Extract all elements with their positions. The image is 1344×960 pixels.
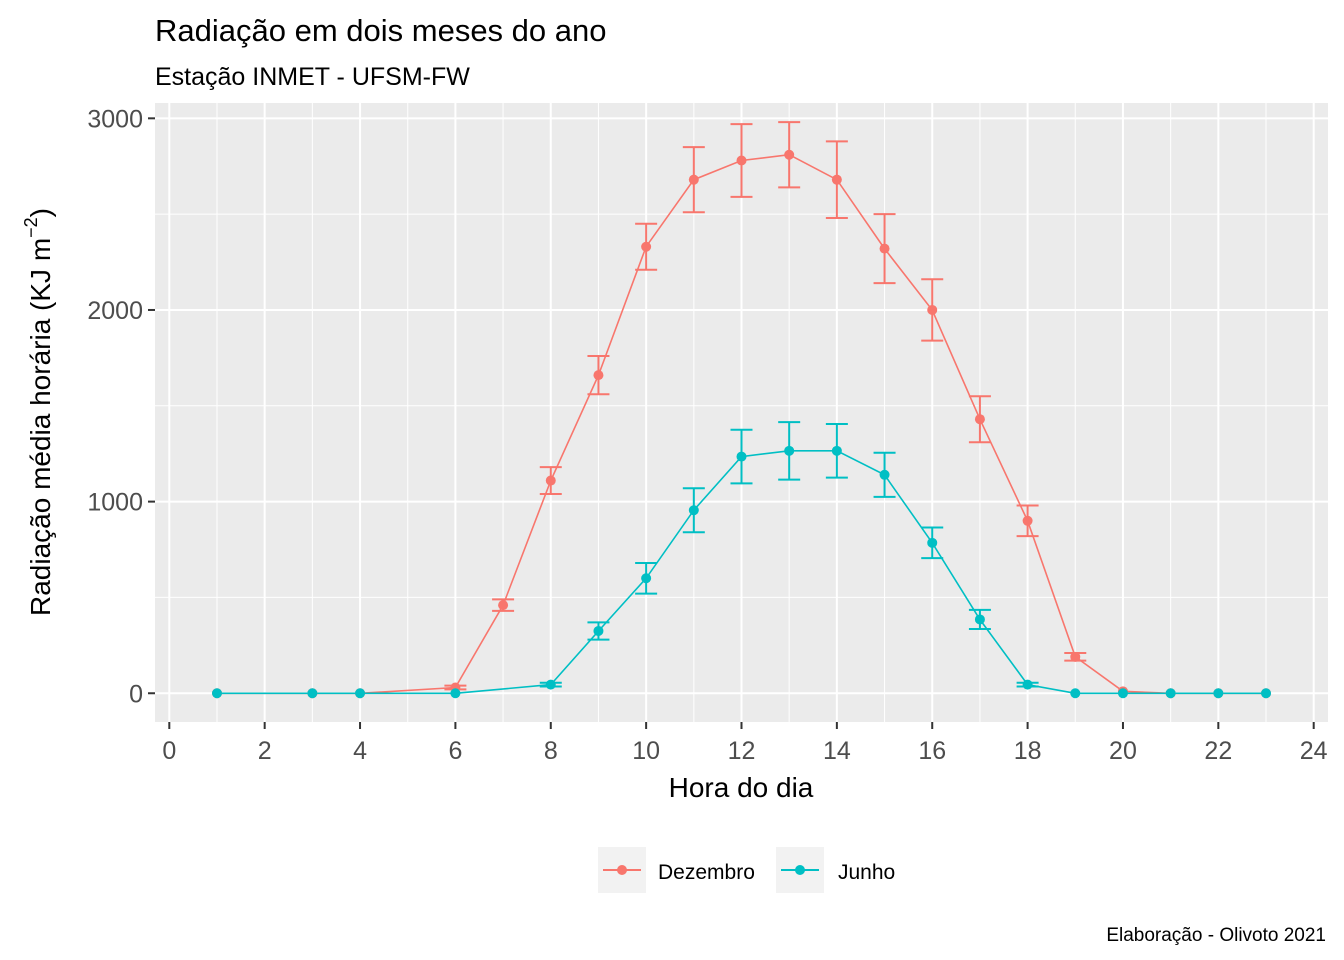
y-axis-ticks: 0 1000 2000 3000 (87, 105, 155, 708)
data-point-junho (1213, 688, 1224, 699)
data-point-dezembro (784, 149, 795, 160)
data-point-junho (450, 688, 461, 699)
y-tick-label: 1000 (87, 489, 143, 517)
x-tick-label: 22 (1204, 737, 1232, 765)
legend-point-junho (795, 865, 805, 875)
chart-subtitle: Estação INMET - UFSM-FW (155, 63, 470, 91)
x-tick-label: 14 (823, 737, 851, 765)
data-point-dezembro (879, 243, 890, 254)
y-tick-label: 3000 (87, 105, 143, 133)
data-point-junho (1022, 679, 1033, 690)
data-point-junho (641, 573, 652, 584)
x-tick-label: 12 (728, 737, 756, 765)
data-point-junho (831, 445, 842, 456)
y-tick-label: 0 (129, 680, 143, 708)
data-point-dezembro (1070, 651, 1081, 662)
legend-label-junho: Junho (838, 861, 895, 884)
chart-caption: Elaboração - Olivoto 2021 (1106, 925, 1326, 946)
data-point-junho (736, 451, 747, 462)
x-tick-label: 10 (632, 737, 660, 765)
data-point-dezembro (1022, 515, 1033, 526)
x-tick-label: 6 (448, 737, 462, 765)
data-point-junho (879, 469, 890, 480)
series-line-junho (217, 450, 1266, 695)
x-tick-label: 16 (918, 737, 946, 765)
data-point-junho (307, 688, 318, 699)
data-point-junho (927, 537, 938, 548)
svg-text:Radiação média horária (KJ m−2: Radiação média horária (KJ m−2) (21, 208, 56, 616)
x-axis-ticks: 0 2 4 6 8 10 12 14 16 18 20 22 24 (162, 722, 1328, 765)
y-axis-title-main: Radiação média horária (KJ m (25, 238, 56, 616)
data-point-junho (1165, 688, 1176, 699)
x-tick-label: 0 (162, 737, 176, 765)
data-point-junho (593, 625, 604, 636)
x-tick-label: 24 (1300, 737, 1328, 765)
data-point-junho (545, 679, 556, 690)
data-point-dezembro (831, 174, 842, 185)
x-tick-label: 8 (544, 737, 558, 765)
data-point-dezembro (927, 304, 938, 315)
y-tick-label: 2000 (87, 297, 143, 325)
grid-lines (155, 103, 1328, 722)
data-point-dezembro (593, 370, 604, 381)
data-point-junho (355, 688, 366, 699)
data-point-dezembro (498, 600, 509, 611)
x-tick-label: 18 (1014, 737, 1042, 765)
x-axis-title: Hora do dia (669, 772, 814, 803)
series-points (211, 149, 1272, 699)
data-point-junho (1261, 688, 1272, 699)
legend: Dezembro Junho (598, 847, 895, 893)
data-point-junho (1117, 688, 1128, 699)
y-axis-title-superscript: −2 (21, 217, 41, 238)
data-point-dezembro (974, 414, 985, 425)
data-point-dezembro (736, 155, 747, 166)
chart-title: Radiação em dois meses do ano (155, 13, 606, 48)
data-point-junho (784, 445, 795, 456)
x-tick-label: 2 (258, 737, 272, 765)
x-tick-label: 20 (1109, 737, 1137, 765)
data-point-junho (974, 614, 985, 625)
y-axis-title-close: ) (25, 208, 56, 217)
data-point-junho (211, 688, 222, 699)
data-point-junho (688, 505, 699, 516)
legend-point-dezembro (617, 865, 627, 875)
data-point-dezembro (688, 174, 699, 185)
data-point-dezembro (641, 241, 652, 252)
legend-label-dezembro: Dezembro (658, 861, 755, 884)
data-point-junho (1070, 688, 1081, 699)
x-tick-label: 4 (353, 737, 367, 765)
data-point-dezembro (545, 475, 556, 486)
y-axis-title: Radiação média horária (KJ m−2) (21, 208, 56, 616)
